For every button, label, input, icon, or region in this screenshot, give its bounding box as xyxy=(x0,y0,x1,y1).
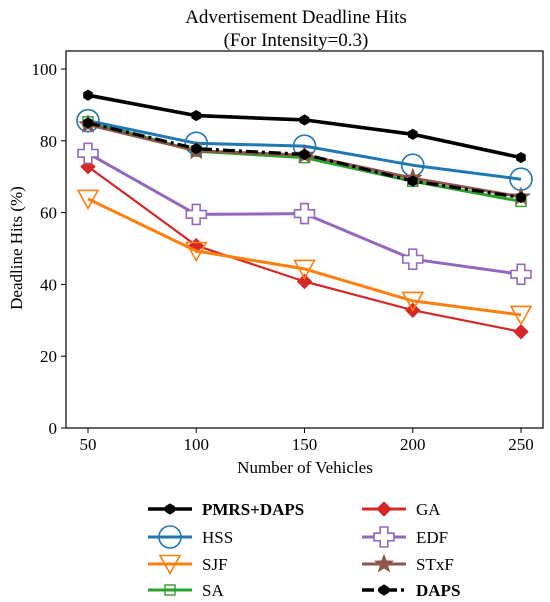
data-point-sjf xyxy=(509,305,533,327)
legend-item-sa: SA xyxy=(148,581,224,600)
legend-label: STxF xyxy=(416,555,454,574)
y-tick-label: 60 xyxy=(40,204,57,223)
data-point-daps xyxy=(191,143,202,155)
legend: PMRS+DAPS HSS SJF SA GA EDF STxF DAPS xyxy=(148,500,460,600)
data-point-daps xyxy=(407,175,418,187)
series-pmrs-daps xyxy=(83,89,526,164)
data-point-ga xyxy=(513,324,529,340)
legend-item-hss: HSS xyxy=(148,525,233,549)
data-point-pmrs-daps xyxy=(407,128,418,140)
legend-item-pmrs-daps: PMRS+DAPS xyxy=(148,500,304,519)
plot-area: 0 20 40 60 80 100 50 100 150 200 250 xyxy=(32,50,544,454)
y-tick-label: 20 xyxy=(40,347,57,366)
y-axis-label: Deadline Hits (%) xyxy=(7,186,26,310)
series-line-sjf xyxy=(87,197,522,317)
legend-swatch-marker xyxy=(373,526,395,548)
data-point-daps xyxy=(516,191,526,204)
legend-swatch-marker xyxy=(374,553,394,573)
data-point-daps xyxy=(83,117,93,129)
series-line-daps xyxy=(87,121,522,200)
data-point-edf xyxy=(77,142,99,165)
series-sjf xyxy=(76,189,533,327)
legend-swatch-marker xyxy=(376,501,392,517)
data-point-pmrs-daps xyxy=(299,114,310,126)
series-sa xyxy=(82,116,527,208)
series-daps xyxy=(83,117,526,204)
series-edf xyxy=(77,142,532,286)
data-point-edf xyxy=(293,202,316,225)
data-point-pmrs-daps xyxy=(516,152,526,164)
legend-swatch-marker xyxy=(164,584,176,596)
data-point-edf xyxy=(510,263,532,286)
chart-title: Advertisement Deadline Hits xyxy=(185,7,407,28)
data-point-sjf xyxy=(293,259,316,281)
legend-item-ga: GA xyxy=(362,500,441,519)
legend-label: SJF xyxy=(202,555,228,574)
chart-subtitle: (For Intensity=0.3) xyxy=(224,30,369,51)
legend-swatch-marker xyxy=(158,525,182,549)
y-tick-label: 40 xyxy=(40,275,57,294)
data-point-ga xyxy=(296,273,313,290)
legend-swatch-marker xyxy=(379,584,389,596)
legend-label: SA xyxy=(202,581,224,600)
data-point-edf xyxy=(401,248,424,271)
x-tick-label: 150 xyxy=(292,435,318,454)
y-tick-label: 80 xyxy=(40,132,57,151)
data-point-sjf xyxy=(76,189,100,211)
legend-label: GA xyxy=(416,500,441,519)
x-tick-label: 100 xyxy=(184,435,210,454)
data-point-pmrs-daps xyxy=(191,110,202,122)
data-point-sjf xyxy=(401,291,425,313)
legend-label: HSS xyxy=(202,528,233,547)
legend-item-sjf: SJF xyxy=(148,554,228,576)
data-point-hss xyxy=(76,108,100,133)
y-tick-label: 100 xyxy=(32,60,58,79)
legend-item-daps: DAPS xyxy=(362,581,460,600)
x-tick-label: 250 xyxy=(508,435,534,454)
x-tick-label: 50 xyxy=(80,435,97,454)
legend-item-edf: EDF xyxy=(362,526,448,548)
data-point-pmrs-daps xyxy=(83,89,93,101)
legend-label: DAPS xyxy=(416,581,460,600)
legend-label: PMRS+DAPS xyxy=(202,500,304,519)
x-tick-label: 200 xyxy=(400,435,426,454)
legend-item-stxf: STxF xyxy=(362,553,454,574)
legend-label: EDF xyxy=(416,528,448,547)
plot-frame xyxy=(65,50,544,429)
data-point-daps xyxy=(299,148,310,160)
legend-swatch-marker xyxy=(165,503,175,515)
data-point-sjf xyxy=(184,241,208,263)
y-tick-label: 0 xyxy=(49,419,58,438)
data-point-edf xyxy=(185,203,208,226)
legend-swatch-marker xyxy=(158,554,182,576)
x-axis-label: Number of Vehicles xyxy=(237,458,373,477)
